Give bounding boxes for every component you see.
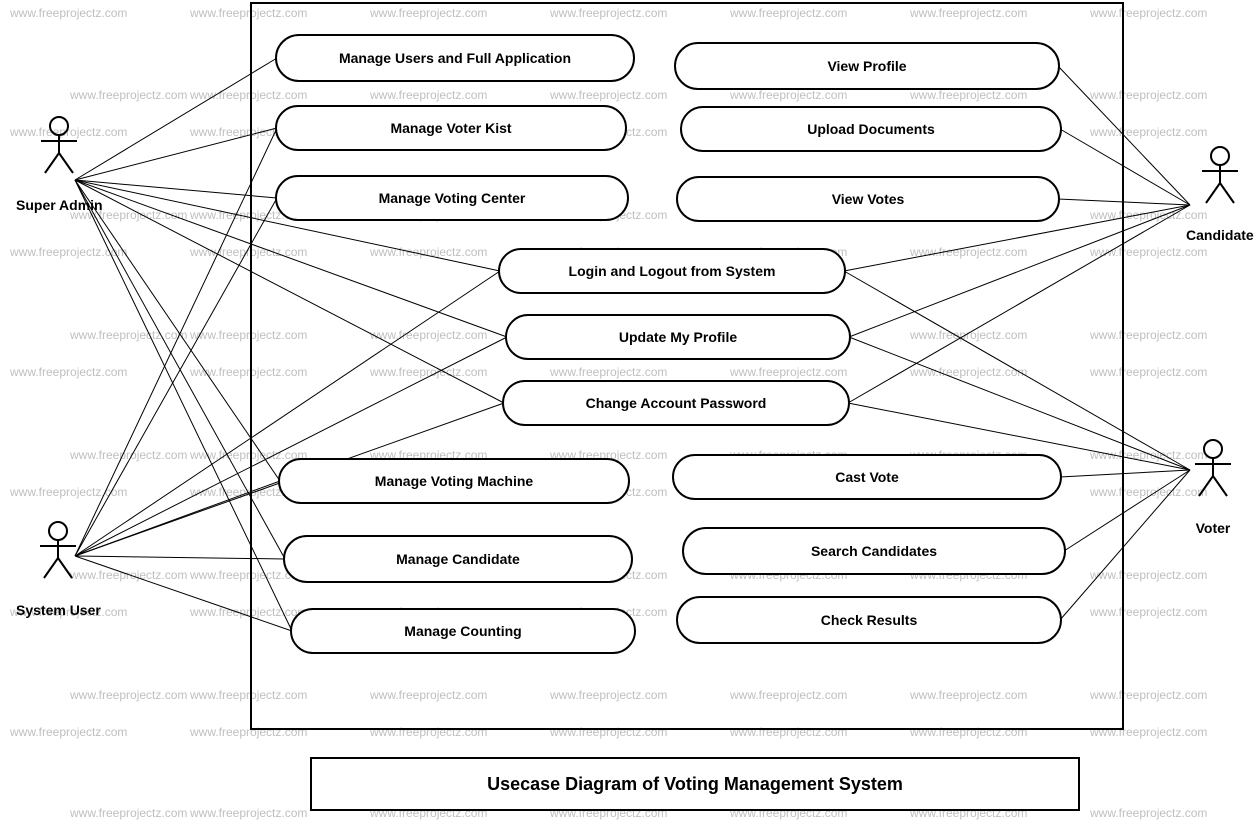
diagram-title: Usecase Diagram of Voting Management Sys… xyxy=(310,757,1080,811)
usecase-update-profile: Update My Profile xyxy=(505,314,851,360)
edge xyxy=(75,58,277,180)
actor-label: Super Admin xyxy=(16,197,103,213)
usecase-label: Update My Profile xyxy=(619,329,737,345)
usecase-change-password: Change Account Password xyxy=(502,380,850,426)
actor-system-user: System User xyxy=(16,520,101,618)
edge xyxy=(1058,199,1190,205)
actor-super-admin: Super Admin xyxy=(16,115,103,213)
edge xyxy=(849,205,1190,337)
edge xyxy=(1060,129,1190,205)
edge xyxy=(1060,470,1190,477)
usecase-label: Login and Logout from System xyxy=(569,263,776,279)
usecase-upload-docs: Upload Documents xyxy=(680,106,1062,152)
usecase-manage-machine: Manage Voting Machine xyxy=(278,458,630,504)
edge xyxy=(75,128,277,180)
edge xyxy=(75,198,277,556)
usecase-view-profile: View Profile xyxy=(674,42,1060,90)
edge xyxy=(75,271,500,556)
edge xyxy=(1064,470,1190,551)
usecase-check-results: Check Results xyxy=(676,596,1062,644)
usecase-search-candidates: Search Candidates xyxy=(682,527,1066,575)
usecase-manage-candidate: Manage Candidate xyxy=(283,535,633,583)
actor-candidate: Candidate xyxy=(1186,145,1254,243)
usecase-label: Manage Voter Kist xyxy=(390,120,511,136)
usecase-cast-vote: Cast Vote xyxy=(672,454,1062,500)
usecase-manage-counting: Manage Counting xyxy=(290,608,636,654)
usecase-manage-users: Manage Users and Full Application xyxy=(275,34,635,82)
usecase-label: Upload Documents xyxy=(807,121,935,137)
usecase-label: Manage Users and Full Application xyxy=(339,50,571,66)
usecase-label: Manage Candidate xyxy=(396,551,520,567)
actor-label: System User xyxy=(16,602,101,618)
edge xyxy=(75,556,292,631)
usecase-label: View Profile xyxy=(827,58,906,74)
edge xyxy=(844,271,1190,470)
usecase-label: Change Account Password xyxy=(586,395,767,411)
usecase-label: Manage Voting Machine xyxy=(375,473,533,489)
usecase-manage-voter-list: Manage Voter Kist xyxy=(275,105,627,151)
usecase-label: View Votes xyxy=(832,191,905,207)
usecase-label: Manage Counting xyxy=(404,623,521,639)
edge xyxy=(75,337,507,556)
usecase-login-logout: Login and Logout from System xyxy=(498,248,846,294)
edge xyxy=(75,556,285,559)
diagram-title-text: Usecase Diagram of Voting Management Sys… xyxy=(487,774,903,795)
actor-voter: Voter xyxy=(1183,438,1243,536)
usecase-manage-center: Manage Voting Center xyxy=(275,175,629,221)
usecase-view-votes: View Votes xyxy=(676,176,1060,222)
edge xyxy=(75,481,280,556)
edge xyxy=(1060,470,1190,620)
edge xyxy=(75,128,277,556)
edge xyxy=(1058,66,1190,205)
usecase-label: Check Results xyxy=(821,612,917,628)
usecase-label: Manage Voting Center xyxy=(379,190,526,206)
usecase-label: Cast Vote xyxy=(835,469,899,485)
usecase-label: Search Candidates xyxy=(811,543,937,559)
edge xyxy=(75,180,280,481)
actor-label: Voter xyxy=(1183,520,1243,536)
edge xyxy=(849,337,1190,470)
actor-label: Candidate xyxy=(1186,227,1254,243)
edge xyxy=(75,180,292,631)
edge xyxy=(848,205,1190,403)
